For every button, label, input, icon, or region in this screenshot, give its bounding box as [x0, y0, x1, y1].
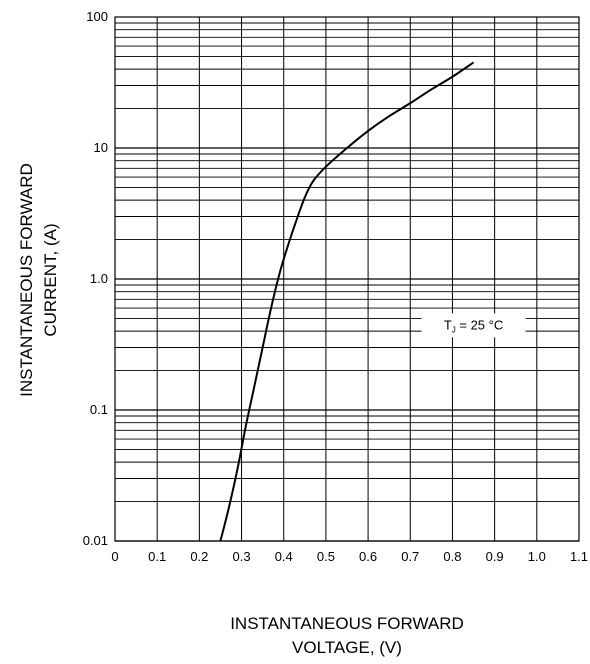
x-tick-label: 0.7	[401, 549, 419, 564]
y-tick-label: 1.0	[90, 271, 108, 286]
grid-lines	[114, 17, 580, 542]
x-axis-label-line-2: VOLTAGE, (V)	[292, 638, 402, 657]
x-axis-label-line-1: INSTANTANEOUS FORWARD	[230, 614, 464, 633]
annotation-text: TJ = 25 °C	[444, 317, 503, 334]
plot-area	[114, 16, 580, 542]
x-tick-label: 0.1	[148, 549, 166, 564]
x-tick-label: 1.1	[570, 549, 588, 564]
x-tick-label: 0.9	[486, 549, 504, 564]
x-axis-label: INSTANTANEOUS FORWARD VOLTAGE, (V)	[115, 612, 579, 660]
temperature-annotation: TJ = 25 °C	[421, 313, 526, 338]
y-axis-label: INSTANTANEOUS FORWARD CURRENT, (A)	[15, 80, 63, 480]
x-tick-label: 0.3	[233, 549, 251, 564]
x-tick-label: 1.0	[528, 549, 546, 564]
y-tick-label: 10	[94, 140, 108, 155]
y-tick-labels: 100 10 1.0 0.1 0.01	[83, 9, 108, 548]
annotation-rest: = 25 °C	[456, 317, 503, 332]
y-axis-label-line-1: INSTANTANEOUS FORWARD	[17, 163, 36, 397]
series-line	[219, 61, 475, 542]
annotation-main: T	[444, 317, 452, 332]
x-tick-labels: 0 0.1 0.2 0.3 0.4 0.5 0.6 0.7 0.8 0.9 1.0 1.1	[111, 549, 588, 564]
x-tick-label: 0.2	[190, 549, 208, 564]
x-tick-label: 0.8	[443, 549, 461, 564]
series-group	[219, 61, 475, 542]
x-tick-label: 0.4	[275, 549, 293, 564]
annotation-sub: J	[452, 325, 456, 334]
x-tick-label: 0.5	[317, 549, 335, 564]
y-axis-label-line-2: CURRENT, (A)	[41, 223, 60, 337]
x-tick-label: 0	[111, 549, 118, 564]
y-tick-label: 0.1	[90, 402, 108, 417]
x-tick-label: 0.6	[359, 549, 377, 564]
y-tick-label: 100	[86, 9, 108, 24]
y-tick-label: 0.01	[83, 533, 108, 548]
annotation-box	[421, 313, 526, 338]
